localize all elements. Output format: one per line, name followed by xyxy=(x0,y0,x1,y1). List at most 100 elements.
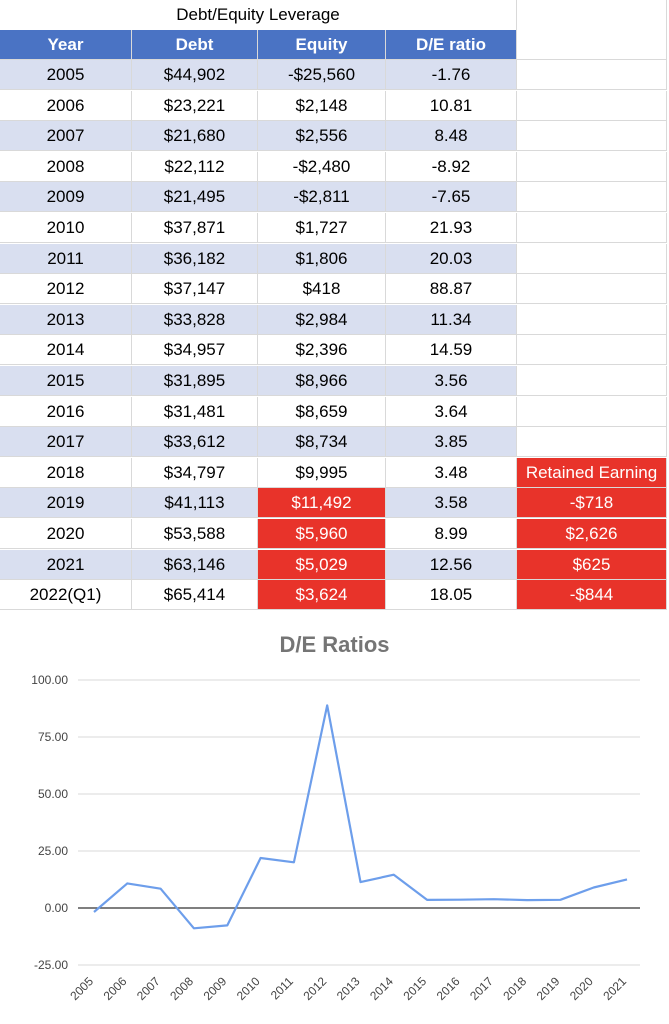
retained-earning-cell[interactable] xyxy=(517,274,667,305)
debt-cell[interactable]: $34,957 xyxy=(132,335,258,366)
header-debt[interactable]: Debt xyxy=(132,30,258,60)
retained-earning-cell[interactable]: Retained Earning xyxy=(517,457,667,488)
equity-cell[interactable]: $11,492 xyxy=(258,488,386,519)
year-cell[interactable]: 2012 xyxy=(0,274,132,305)
year-cell[interactable]: 2010 xyxy=(0,213,132,243)
de-ratio-cell[interactable]: 3.58 xyxy=(386,488,517,519)
year-cell[interactable]: 2018 xyxy=(0,457,132,488)
retained-earning-cell[interactable]: -$844 xyxy=(517,580,667,611)
debt-cell[interactable]: $37,147 xyxy=(132,274,258,305)
header-row: Year Debt Equity D/E ratio xyxy=(0,30,669,60)
retained-earning-cell[interactable] xyxy=(517,243,667,274)
de-ratio-cell[interactable]: 10.81 xyxy=(386,90,517,121)
de-ratio-cell[interactable]: 8.99 xyxy=(386,519,517,549)
de-ratio-cell[interactable]: 11.34 xyxy=(386,304,517,335)
equity-cell[interactable]: $3,624 xyxy=(258,580,386,611)
retained-earning-cell[interactable] xyxy=(517,182,667,213)
header-de-ratio[interactable]: D/E ratio xyxy=(386,30,517,60)
retained-earning-cell[interactable] xyxy=(517,151,667,182)
debt-cell[interactable]: $21,680 xyxy=(132,121,258,152)
equity-cell[interactable]: $5,029 xyxy=(258,549,386,580)
retained-earning-cell[interactable] xyxy=(517,121,667,152)
line-chart: D/E Ratios 100.00 75.00 50.00 25.00 0.00 -25.0… xyxy=(31,632,640,1003)
equity-cell[interactable]: $1,806 xyxy=(258,243,386,274)
year-cell[interactable]: 2017 xyxy=(0,427,132,458)
debt-cell[interactable]: $63,146 xyxy=(132,549,258,580)
equity-cell[interactable]: $2,148 xyxy=(258,90,386,121)
equity-cell[interactable]: $8,659 xyxy=(258,396,386,427)
debt-cell[interactable]: $65,414 xyxy=(132,580,258,611)
year-cell[interactable]: 2008 xyxy=(0,151,132,182)
de-ratio-cell[interactable]: 20.03 xyxy=(386,243,517,274)
empty-cell[interactable] xyxy=(517,30,667,60)
year-cell[interactable]: 2009 xyxy=(0,182,132,213)
empty-cell[interactable] xyxy=(517,0,667,30)
retained-earning-cell[interactable]: $625 xyxy=(517,549,667,580)
year-cell[interactable]: 2021 xyxy=(0,549,132,580)
year-cell[interactable]: 2006 xyxy=(0,90,132,121)
year-cell[interactable]: 2013 xyxy=(0,304,132,335)
debt-cell[interactable]: $33,828 xyxy=(132,304,258,335)
equity-cell[interactable]: $8,734 xyxy=(258,427,386,458)
debt-cell[interactable]: $34,797 xyxy=(132,457,258,488)
de-ratio-cell[interactable]: 21.93 xyxy=(386,213,517,243)
retained-earning-cell[interactable] xyxy=(517,213,667,243)
header-equity[interactable]: Equity xyxy=(258,30,386,60)
equity-cell[interactable]: $2,984 xyxy=(258,304,386,335)
equity-cell[interactable]: $2,396 xyxy=(258,335,386,366)
debt-cell[interactable]: $44,902 xyxy=(132,60,258,90)
year-cell[interactable]: 2019 xyxy=(0,488,132,519)
de-ratio-cell[interactable]: 3.85 xyxy=(386,427,517,458)
retained-earning-cell[interactable] xyxy=(517,366,667,396)
year-cell[interactable]: 2005 xyxy=(0,60,132,90)
equity-cell[interactable]: $9,995 xyxy=(258,457,386,488)
de-ratio-cell[interactable]: -7.65 xyxy=(386,182,517,213)
table-row: 2011 $36,182 $1,806 20.03 xyxy=(0,243,669,274)
de-ratio-cell[interactable]: 3.48 xyxy=(386,457,517,488)
retained-earning-cell[interactable] xyxy=(517,60,667,90)
equity-cell[interactable]: $5,960 xyxy=(258,519,386,549)
debt-cell[interactable]: $22,112 xyxy=(132,151,258,182)
de-ratio-cell[interactable]: 14.59 xyxy=(386,335,517,366)
equity-cell[interactable]: -$2,480 xyxy=(258,151,386,182)
equity-cell[interactable]: $418 xyxy=(258,274,386,305)
retained-earning-cell[interactable] xyxy=(517,335,667,366)
de-ratio-cell[interactable]: 8.48 xyxy=(386,121,517,152)
debt-cell[interactable]: $36,182 xyxy=(132,243,258,274)
debt-cell[interactable]: $31,481 xyxy=(132,396,258,427)
retained-earning-cell[interactable] xyxy=(517,304,667,335)
equity-cell[interactable]: $8,966 xyxy=(258,366,386,396)
retained-earning-cell[interactable] xyxy=(517,396,667,427)
year-cell[interactable]: 2007 xyxy=(0,121,132,152)
retained-earning-cell[interactable]: $2,626 xyxy=(517,519,667,549)
de-ratio-cell[interactable]: 18.05 xyxy=(386,580,517,611)
equity-cell[interactable]: -$2,811 xyxy=(258,182,386,213)
debt-cell[interactable]: $33,612 xyxy=(132,427,258,458)
de-ratio-cell[interactable]: 88.87 xyxy=(386,274,517,305)
year-cell[interactable]: 2022(Q1) xyxy=(0,580,132,611)
de-ratio-cell[interactable]: -1.76 xyxy=(386,60,517,90)
equity-cell[interactable]: $1,727 xyxy=(258,213,386,243)
retained-earning-cell[interactable]: -$718 xyxy=(517,488,667,519)
de-ratio-cell[interactable]: 3.64 xyxy=(386,396,517,427)
debt-cell[interactable]: $23,221 xyxy=(132,90,258,121)
debt-cell[interactable]: $37,871 xyxy=(132,213,258,243)
year-cell[interactable]: 2015 xyxy=(0,366,132,396)
debt-cell[interactable]: $21,495 xyxy=(132,182,258,213)
retained-earning-cell[interactable] xyxy=(517,90,667,121)
year-cell[interactable]: 2014 xyxy=(0,335,132,366)
year-cell[interactable]: 2020 xyxy=(0,519,132,549)
year-cell[interactable]: 2011 xyxy=(0,243,132,274)
de-ratio-cell[interactable]: 12.56 xyxy=(386,549,517,580)
equity-cell[interactable]: -$25,560 xyxy=(258,60,386,90)
equity-cell[interactable]: $2,556 xyxy=(258,121,386,152)
de-ratio-cell[interactable]: -8.92 xyxy=(386,151,517,182)
de-ratio-cell[interactable]: 3.56 xyxy=(386,366,517,396)
debt-cell[interactable]: $41,113 xyxy=(132,488,258,519)
year-cell[interactable]: 2016 xyxy=(0,396,132,427)
header-year[interactable]: Year xyxy=(0,30,132,60)
retained-earning-cell[interactable] xyxy=(517,427,667,458)
debt-cell[interactable]: $53,588 xyxy=(132,519,258,549)
x-tick-label: 2017 xyxy=(467,974,496,1003)
debt-cell[interactable]: $31,895 xyxy=(132,366,258,396)
